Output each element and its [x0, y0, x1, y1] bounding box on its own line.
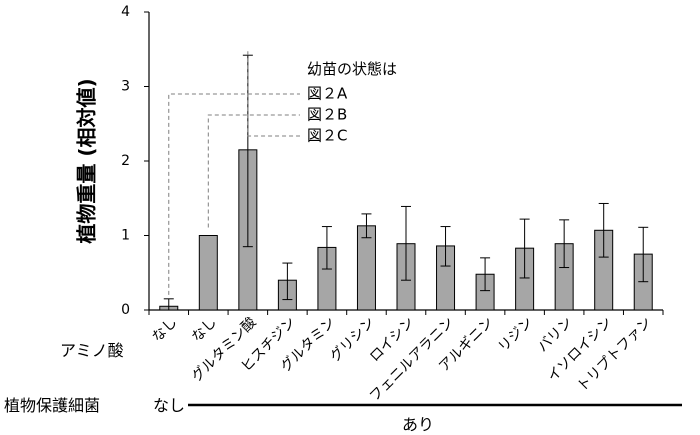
bacteria-none-label: なし [153, 396, 185, 415]
bacteria-row-label: 植物保護細菌 [4, 396, 100, 415]
annotation-label: 図２B [307, 106, 347, 124]
y-axis-label: 植物重量 (相対値) [75, 78, 99, 243]
y-tick-label: 3 [121, 79, 130, 95]
axes: 0 1 2 3 4 [121, 4, 664, 318]
rows: アミノ酸 植物保護細菌 なし あり [4, 341, 682, 434]
y-tick-label: 0 [121, 302, 130, 318]
error-bars [163, 54, 649, 310]
bar [356, 225, 376, 311]
annotation-title: 幼苗の状態は [307, 60, 397, 78]
annotation-leader [207, 114, 300, 228]
annotation-leader [168, 93, 300, 295]
y-tick-label: 4 [121, 4, 130, 20]
category-labels: なし なしグルタミン酸ヒスチジングルタミングリシンロイシンフェニルアラニンアルギニ… [149, 314, 655, 405]
amino-acid-row-label: アミノ酸 [60, 341, 124, 360]
annotation-leader [247, 51, 300, 137]
category-label: トリプトファン [574, 314, 655, 395]
y-tick-label: 1 [121, 228, 130, 244]
annotation-label: 図２A [307, 85, 348, 103]
annotation-label: 図２C [307, 127, 347, 145]
y-axis-label-group: 植物重量 (相対値) [75, 78, 99, 243]
category-label: なし [189, 314, 220, 345]
bacteria-present-label: あり [402, 415, 434, 434]
category-label: リジン [495, 314, 536, 355]
annotation: 幼苗の状態は 図２A 図２B 図２C [168, 51, 397, 295]
bar [198, 235, 218, 311]
y-tick-label: 2 [121, 153, 130, 169]
category-label: なし [149, 314, 180, 345]
